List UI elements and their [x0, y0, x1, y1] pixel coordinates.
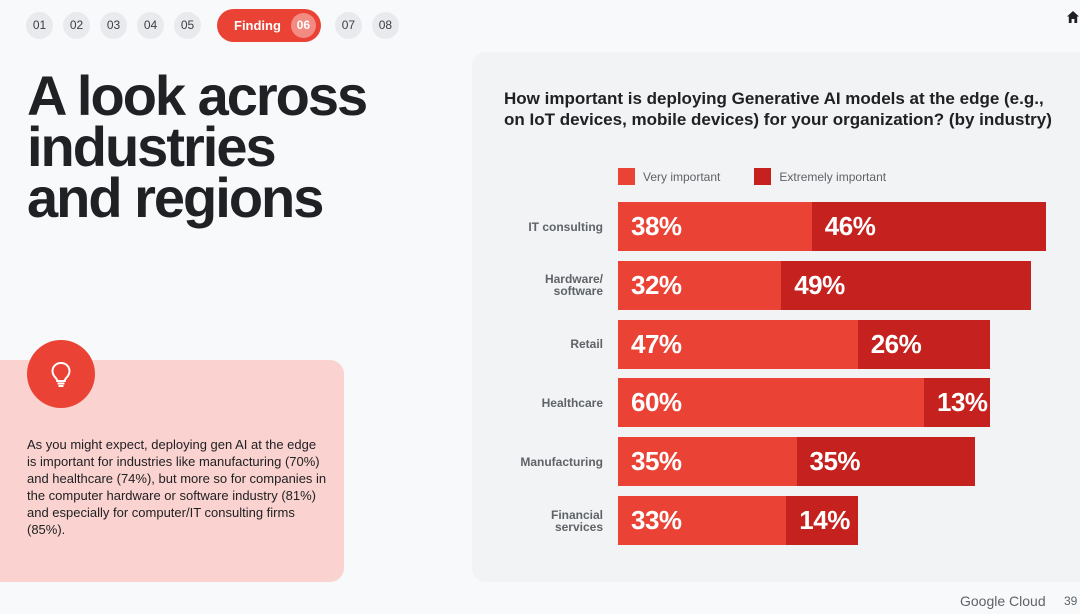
- nav-item-02[interactable]: 02: [63, 11, 90, 39]
- bar-row: IT consulting 38% 46%: [500, 202, 1080, 251]
- bar-segment-extremely-important: 49%: [781, 260, 1032, 310]
- nav-item-01[interactable]: 01: [26, 11, 53, 39]
- home-icon[interactable]: [1066, 10, 1080, 24]
- nav-item-03[interactable]: 03: [100, 11, 127, 39]
- legend-label: Very important: [643, 169, 721, 184]
- bar-row: Healthcare 60% 13%: [500, 378, 1080, 428]
- bar-segment-very-important: 38%: [618, 202, 812, 251]
- nav-item-07[interactable]: 07: [334, 11, 362, 39]
- legend-item-very-important: Very important: [618, 168, 720, 185]
- category-label: IT consulting: [528, 219, 603, 234]
- bar-segment-very-important: 33%: [618, 496, 787, 545]
- legend-item-extremely-important: Extremely important: [754, 168, 886, 185]
- nav-item-active-finding[interactable]: Finding 06: [217, 8, 321, 42]
- legend-label: Extremely important: [779, 169, 887, 184]
- bar-segment-extremely-important: 26%: [857, 319, 991, 369]
- nav-item-04[interactable]: 04: [137, 11, 164, 39]
- chart-title: How important is deploying Generative AI…: [504, 89, 1052, 129]
- insight-text: As you might expect, deploying gen AI at…: [27, 437, 327, 537]
- page-title-line: industries: [27, 115, 277, 178]
- chart-panel: [472, 52, 1080, 582]
- finding-nav: 01 02 03 04 05 Finding 06 07 08: [26, 8, 409, 42]
- legend-swatch: [754, 168, 772, 185]
- bar-segment-very-important: 32%: [618, 260, 782, 310]
- page-title-line: and regions: [27, 166, 324, 229]
- bar-segment-very-important: 47%: [618, 319, 858, 369]
- bar-segment-extremely-important: 13%: [924, 378, 991, 428]
- category-label: Manufacturing: [520, 454, 603, 469]
- page-title: A look across industries and regions: [27, 64, 447, 229]
- bar-row: Manufacturing 35% 35%: [500, 437, 1080, 487]
- category-label: Financial services: [550, 507, 603, 534]
- nav-finding-label: Finding: [234, 17, 281, 33]
- bar-segment-extremely-important: 35%: [796, 437, 975, 487]
- bar-row: Hardware/software 32% 49%: [500, 260, 1080, 310]
- bar-row: Financial services 33% 14%: [500, 496, 1080, 545]
- bar-segment-very-important: 35%: [618, 437, 797, 487]
- legend-swatch: [618, 168, 635, 185]
- chart-legend: Very important Extremely important: [618, 168, 920, 185]
- nav-item-05[interactable]: 05: [174, 11, 201, 39]
- bar-segment-very-important: 60%: [618, 378, 924, 428]
- nav-finding-number: 06: [290, 12, 316, 38]
- page-number: 39: [1064, 594, 1078, 608]
- bar-segment-extremely-important: 14%: [786, 496, 858, 545]
- nav-item-08[interactable]: 08: [371, 11, 399, 39]
- category-label: Hardware/software: [544, 272, 603, 299]
- bar-segment-extremely-important: 46%: [811, 202, 1047, 251]
- insight-badge: [27, 340, 95, 408]
- google-cloud-logo: Google Cloud: [960, 593, 1046, 609]
- page-title-line: A look across: [27, 64, 368, 127]
- bar-row: Retail 47% 26%: [500, 319, 1080, 369]
- category-label: Healthcare: [541, 395, 603, 410]
- lightbulb-icon: [51, 361, 71, 387]
- category-label: Retail: [570, 337, 603, 352]
